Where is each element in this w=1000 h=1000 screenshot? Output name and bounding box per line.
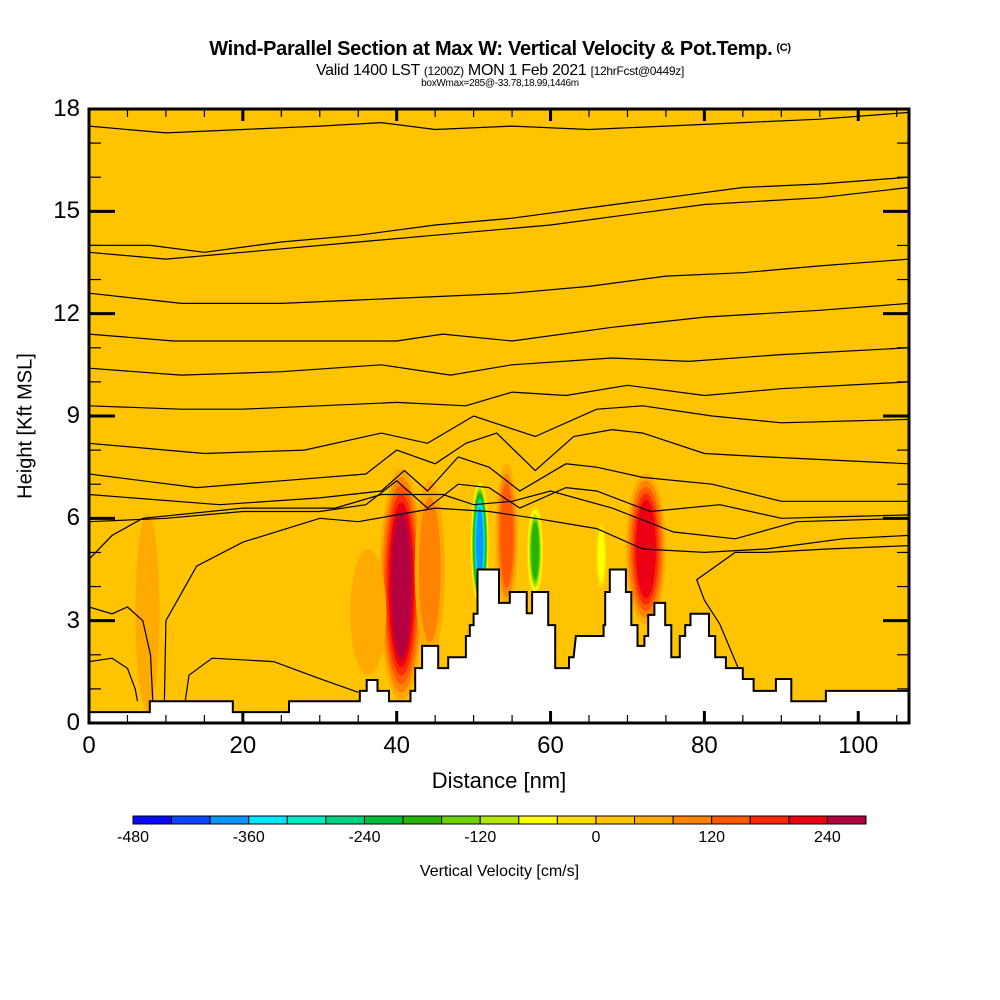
theta-contour xyxy=(89,302,909,342)
theta-contour xyxy=(89,258,909,304)
valid-time-utc: (1200Z) xyxy=(423,64,464,78)
y-tick-label: 0 xyxy=(66,709,80,736)
field-band xyxy=(527,109,551,416)
terrain-fill xyxy=(89,569,909,723)
colorbar-tick-label: 240 xyxy=(814,829,841,846)
y-tick-label: 3 xyxy=(66,606,80,634)
colorbar xyxy=(132,815,867,825)
w-feature-updraft-65nm xyxy=(597,529,605,582)
colorbar-segment xyxy=(518,815,558,825)
colorbar-segment xyxy=(788,815,828,825)
theta-contour xyxy=(89,657,139,702)
x-tick-label: 40 xyxy=(383,732,411,759)
forecast-info: [12hrFcst@0449z] xyxy=(590,64,685,78)
w-feature-downdraft-core-40nm xyxy=(391,511,412,659)
box-info: boxWmax=285@-33.78,18.99,1446m xyxy=(421,78,579,89)
colorbar-segment xyxy=(171,815,211,825)
valid-date: MON 1 Feb 2021 xyxy=(467,62,587,79)
theta-contour xyxy=(695,545,909,680)
colorbar-segment xyxy=(826,815,867,825)
x-tick-label: 20 xyxy=(229,732,257,759)
theta-contour xyxy=(163,507,909,702)
vertical-velocity-field xyxy=(89,109,909,723)
w-feature-downdraft-7nm xyxy=(135,513,160,711)
field-band xyxy=(765,416,909,723)
x-tick-label: 100 xyxy=(838,732,879,759)
field-band xyxy=(158,109,182,553)
w-feature-updraft-band-58nm xyxy=(531,521,540,581)
colorbar-segment xyxy=(363,815,404,825)
colorbar-segment xyxy=(595,815,636,825)
colorbar-segment xyxy=(402,815,443,825)
colorbar-segment xyxy=(479,815,520,825)
y-tick-label: 12 xyxy=(53,299,80,327)
colorbar-segment xyxy=(286,815,327,825)
copyright-mark: (C) xyxy=(776,42,791,54)
theta-contour xyxy=(89,381,909,410)
theta-contour xyxy=(89,176,909,253)
colorbar-segment xyxy=(248,815,288,825)
x-axis-label: Distance [nm] xyxy=(431,768,567,793)
field-band xyxy=(689,416,720,553)
colorbar-tick-label: -360 xyxy=(232,829,265,846)
theta-contour xyxy=(89,490,909,560)
x-tick-label: 80 xyxy=(691,732,718,759)
chart-title: Wind-Parallel Section at Max W: Vertical… xyxy=(0,38,1000,61)
field-band xyxy=(550,416,582,519)
terrain xyxy=(89,568,909,723)
y-tick-label: 15 xyxy=(53,197,80,225)
colorbar-tick-label: -480 xyxy=(116,829,150,846)
w-feature-downdraft-54nm xyxy=(500,483,514,588)
colorbar-tick-label: -120 xyxy=(464,829,497,846)
colorbar-segment xyxy=(556,815,597,825)
theta-contour xyxy=(89,111,909,134)
terrain-outline xyxy=(89,568,909,714)
x-tick-label: 0 xyxy=(82,732,96,759)
colorbar-segment xyxy=(325,815,365,825)
colorbar-tick-label: -240 xyxy=(348,829,381,846)
potential-temperature-contours xyxy=(89,111,909,702)
colorbar-segment xyxy=(634,815,674,825)
theta-contour xyxy=(184,657,359,702)
w-feature-downdraft-36nm xyxy=(350,549,387,675)
y-tick-label: 18 xyxy=(53,95,80,122)
field-band xyxy=(281,109,305,451)
w-feature-downdraft-44nm xyxy=(418,497,441,642)
w-feature-updraft-band-50nm xyxy=(476,506,484,582)
colorbar-segment xyxy=(441,815,481,825)
chart-subtitle: Valid 1400 LST (1200Z) MON 1 Feb 2021 [1… xyxy=(0,62,1000,80)
colorbar-label: Vertical Velocity [cm/s] xyxy=(419,863,580,880)
colorbar-tick-label: 0 xyxy=(591,829,601,846)
theta-contour xyxy=(89,428,909,489)
colorbar-segment xyxy=(749,815,790,825)
colorbar-segment xyxy=(672,815,713,825)
colorbar-segment xyxy=(209,815,250,825)
theta-contour xyxy=(89,456,909,506)
y-tick-label: 9 xyxy=(66,402,80,429)
title-text: Wind-Parallel Section at Max W: Vertical… xyxy=(209,38,773,60)
theta-contour xyxy=(89,480,909,523)
colorbar-tick-label: 120 xyxy=(698,829,726,846)
x-tick-label: 60 xyxy=(537,732,564,759)
axis-ticks xyxy=(87,107,909,725)
theta-contour xyxy=(89,186,909,260)
theta-contour xyxy=(89,405,909,455)
colorbar-segment xyxy=(132,815,173,825)
y-tick-label: 6 xyxy=(66,504,80,532)
y-axis-label: Height [Kft MSL] xyxy=(14,353,37,499)
colorbar-segment xyxy=(711,815,751,825)
theta-contour xyxy=(89,606,154,702)
theta-contour xyxy=(89,347,909,376)
valid-time-local: Valid 1400 LST xyxy=(315,62,420,79)
